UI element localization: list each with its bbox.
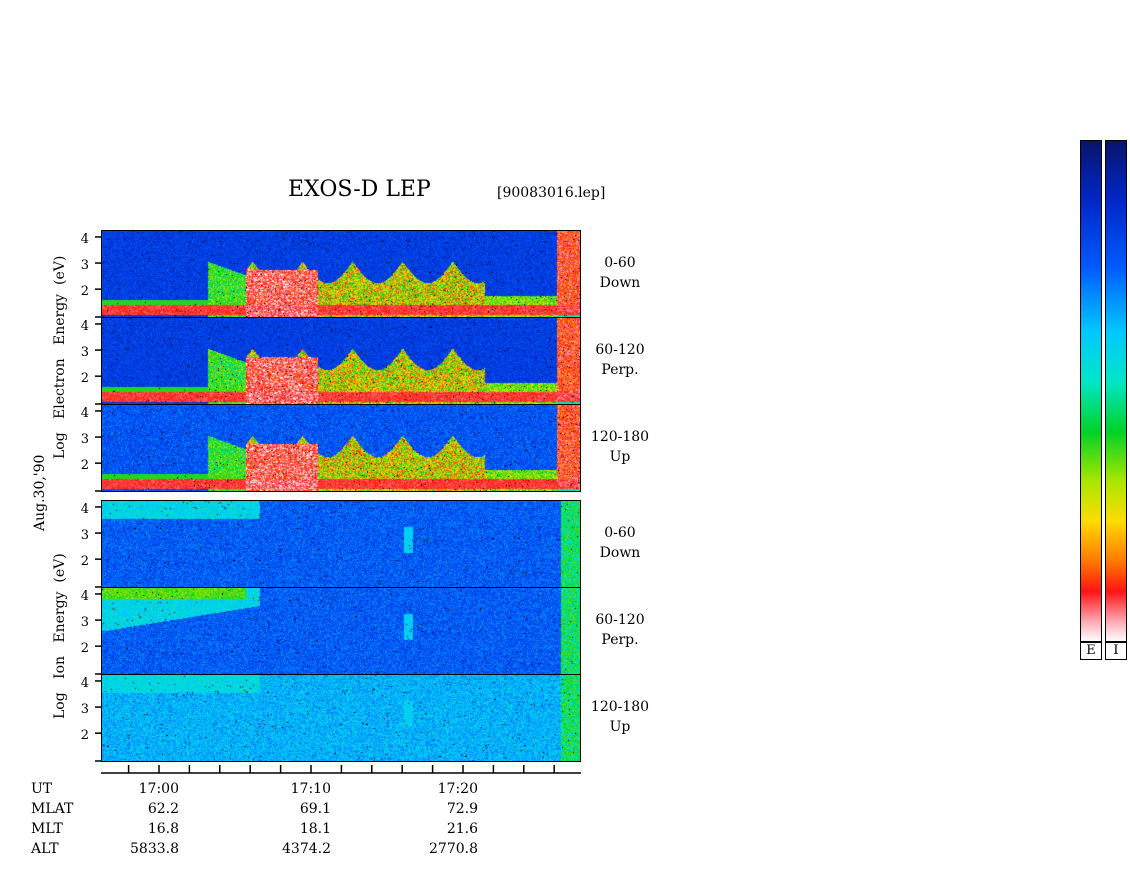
row-value: 62.2 (147, 801, 179, 817)
ytick-label: 2 (80, 728, 89, 744)
electron-ylabel-energy: Energy (52, 293, 68, 345)
direction-label: Perp. (601, 632, 639, 648)
row-value: 69.1 (299, 801, 331, 817)
electron-colorbar-key: E (1080, 642, 1102, 660)
row-label-alt: ALT (31, 841, 59, 857)
pitch-angle-label: 60-120 (595, 612, 645, 628)
ion-ylabel-log: Log (52, 692, 68, 719)
pitch-angle-label: 120-180 (590, 699, 650, 715)
pitch-angle-label: 0-60 (604, 525, 636, 541)
ytick-label: 3 (80, 702, 89, 718)
ytick-label: 3 (80, 615, 89, 631)
ytick-label: 2 (80, 284, 89, 300)
pitch-angle-label: 0-60 (604, 255, 636, 271)
ytick-label: 3 (80, 258, 89, 274)
row-value: 4374.2 (282, 841, 331, 857)
row-label-ut: UT (31, 781, 53, 797)
pitch-angle-label: 120-180 (590, 429, 650, 445)
chart-title: EXOS-D LEP (288, 177, 431, 202)
ytick-label: 2 (80, 371, 89, 387)
ion-ylabel-ion: Ion (52, 655, 68, 679)
ion-ylabel-energy: Energy (52, 591, 68, 643)
ion-colorbar-key: I (1105, 642, 1127, 660)
ion-panel-1 (101, 500, 581, 588)
direction-label: Up (609, 449, 631, 465)
electron-ylabel-log: Log (52, 432, 68, 459)
electron-panel-2 (101, 317, 581, 405)
ytick-label: 2 (80, 554, 89, 570)
pitch-angle-label: 60-120 (595, 342, 645, 358)
ytick-label: 4 (80, 231, 89, 247)
ytick-label: 3 (80, 345, 89, 361)
ion-colorbar (1105, 140, 1127, 642)
row-value: 2770.8 (429, 841, 478, 857)
ytick-label: 3 (80, 528, 89, 544)
row-value: 16.8 (147, 821, 179, 837)
direction-label: Perp. (601, 362, 639, 378)
ion-ylabel-unit: (eV) (52, 553, 68, 583)
ytick-label: 4 (80, 318, 89, 334)
ion-panel-2 (101, 587, 581, 675)
electron-colorbar (1080, 140, 1102, 642)
direction-label: Down (599, 545, 641, 561)
date-label: Aug.30,'90 (32, 454, 48, 531)
row-value: 18.1 (299, 821, 331, 837)
row-value: 17:20 (437, 781, 478, 797)
ion-panel-3 (101, 674, 581, 762)
row-value: 21.6 (446, 821, 478, 837)
row-value: 17:10 (290, 781, 331, 797)
ion-ylabel: Log Ion Energy (eV) (52, 553, 68, 719)
ytick-label: 4 (80, 501, 89, 517)
file-tag: [90083016.lep] (497, 185, 606, 201)
ytick-label: 4 (80, 675, 89, 691)
row-label-mlt: MLT (31, 821, 63, 837)
ytick-label: 2 (80, 641, 89, 657)
direction-label: Up (609, 719, 631, 735)
electron-ylabel-unit: (eV) (52, 255, 68, 285)
ytick-label: 4 (80, 405, 89, 421)
electron-ylabel-electron: Electron (52, 358, 68, 419)
row-value: 17:00 (138, 781, 179, 797)
electron-ylabel: Log Electron Energy (eV) (52, 256, 68, 459)
ytick-label: 4 (80, 588, 89, 604)
ytick-label: 2 (80, 458, 89, 474)
direction-label: Down (599, 275, 641, 291)
row-label-mlat: MLAT (31, 801, 74, 817)
electron-panel-3 (101, 404, 581, 492)
electron-panel-1 (101, 230, 581, 318)
row-value: 72.9 (446, 801, 478, 817)
row-value: 5833.8 (130, 841, 179, 857)
ytick-label: 3 (80, 432, 89, 448)
